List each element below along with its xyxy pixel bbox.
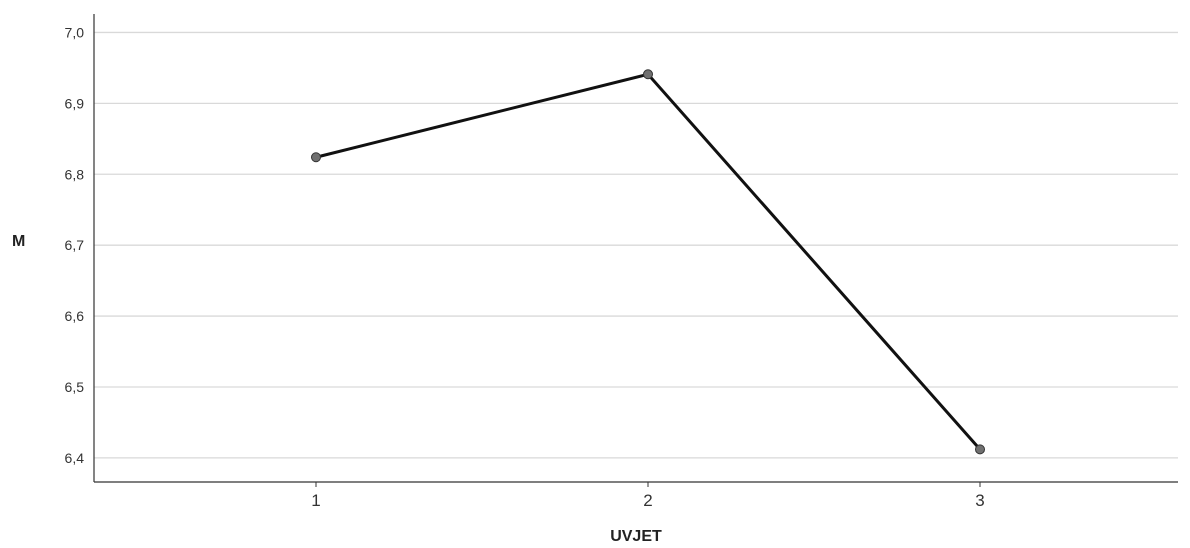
y-tick-labels: 7,0 6,9 6,8 6,7 6,6 6,5 6,4	[65, 24, 85, 465]
series	[311, 69, 985, 455]
x-tick-label: 2	[643, 491, 652, 510]
axes	[93, 14, 1178, 483]
x-axis-title: UVJET	[610, 528, 662, 545]
y-tick-label: 6,4	[65, 450, 85, 466]
data-point	[311, 152, 321, 163]
data-point	[643, 69, 653, 80]
y-tick-label: 6,6	[65, 308, 85, 324]
x-tick-labels: 1 2 3	[311, 482, 985, 510]
y-tick-label: 6,9	[65, 95, 85, 111]
y-tick-label: 7,0	[65, 24, 85, 40]
grid-lines	[94, 31, 1178, 459]
y-axis-title: M	[12, 233, 25, 250]
data-point	[975, 444, 985, 455]
x-tick-label: 3	[975, 491, 984, 510]
x-tick-label: 1	[311, 491, 320, 510]
y-tick-label: 6,8	[65, 166, 85, 182]
series-line	[315, 72, 982, 451]
y-tick-label: 6,5	[65, 379, 85, 395]
y-tick-label: 6,7	[65, 237, 85, 253]
